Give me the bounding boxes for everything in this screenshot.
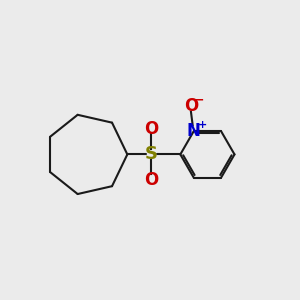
Text: O: O: [144, 119, 159, 137]
Text: N: N: [187, 122, 201, 140]
Text: O: O: [184, 97, 198, 115]
Text: +: +: [198, 120, 207, 130]
Text: −: −: [194, 94, 204, 106]
Text: S: S: [145, 146, 158, 164]
Text: O: O: [144, 171, 159, 189]
